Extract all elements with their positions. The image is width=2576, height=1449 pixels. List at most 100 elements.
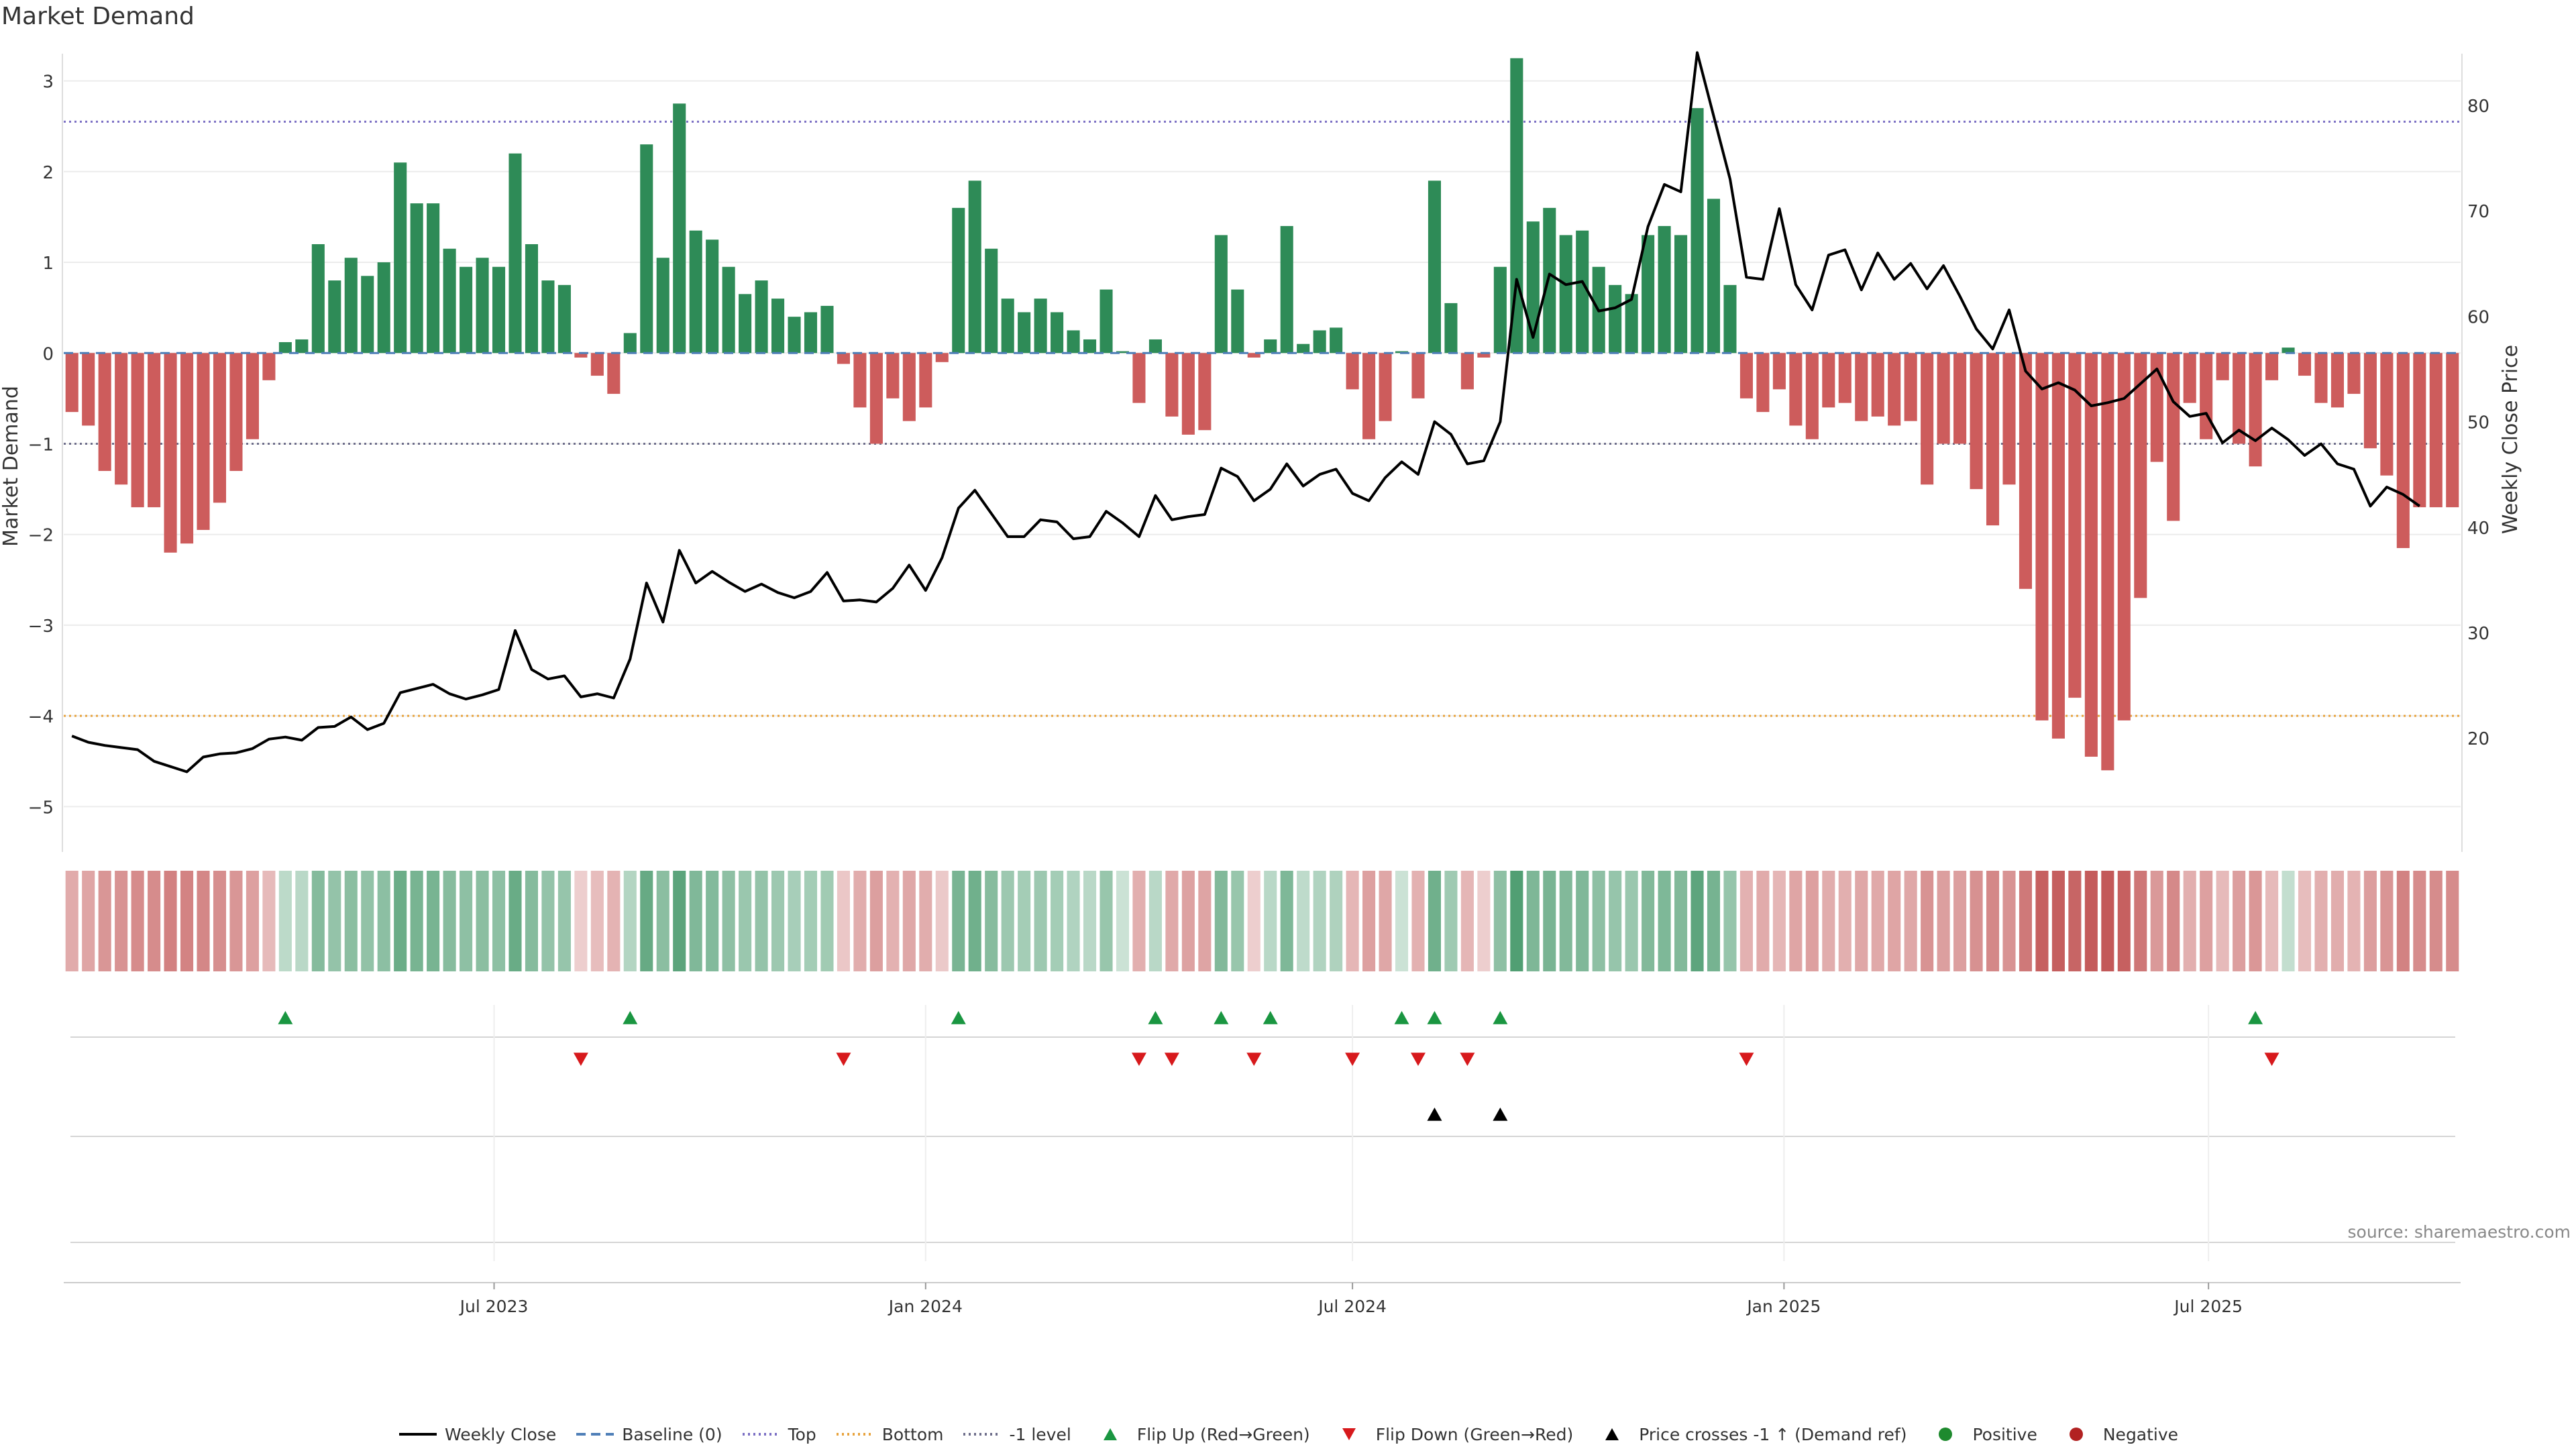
- demand-bar: [1493, 266, 1507, 354]
- heat-cell: [2249, 871, 2262, 971]
- heat-cell: [1313, 871, 1326, 971]
- legend: Weekly Close Baseline (0) Top Bottom -1 leve…: [0, 1421, 2576, 1448]
- flip-down-marker: [1131, 1053, 1146, 1066]
- heat-cell: [311, 871, 325, 971]
- flip-down-marker: [836, 1053, 851, 1066]
- heat-cell: [2183, 871, 2196, 971]
- heat-cell: [968, 871, 981, 971]
- heat-cell: [1937, 871, 1950, 971]
- demand-bar: [968, 180, 981, 354]
- source-note: source: sharemaestro.com: [2347, 1222, 2571, 1242]
- demand-bar: [229, 353, 243, 472]
- demand-bar: [2167, 353, 2180, 521]
- demand-bar: [2314, 353, 2328, 403]
- legend-label: Price crosses -1 ↑ (Demand ref): [1639, 1424, 1907, 1444]
- heat-cell: [394, 871, 407, 971]
- legend-symbol-triangle-up-black: [1592, 1426, 1632, 1442]
- demand-bar: [344, 258, 358, 354]
- heat-cell: [2282, 871, 2295, 971]
- heat-cell: [1772, 871, 1786, 971]
- demand-bar: [1264, 339, 1277, 354]
- demand-bar: [427, 203, 440, 354]
- demand-bar: [2117, 353, 2131, 720]
- demand-bar: [213, 353, 227, 503]
- demand-bar: [1148, 339, 1162, 354]
- flip-down-marker: [1460, 1053, 1475, 1066]
- demand-bar: [65, 353, 78, 413]
- demand-bar: [557, 284, 571, 354]
- heat-cell: [590, 871, 604, 971]
- demand-bar: [278, 342, 292, 354]
- legend-symbol-dot-green: [1925, 1426, 1966, 1442]
- demand-bar: [377, 262, 390, 354]
- demand-bar: [1346, 353, 1359, 390]
- heat-cell: [1674, 871, 1688, 971]
- demand-bar: [2200, 353, 2213, 439]
- chart-title: Market Demand: [1, 3, 195, 30]
- market-demand-chart: 3 2 1 0 −1 −2 −3 −4 −5 Market Demand 80 70 60 50 40 30…: [0, 51, 2522, 1316]
- heat-cell: [2330, 871, 2344, 971]
- demand-bar: [1822, 353, 1835, 408]
- heat-cell: [2200, 871, 2213, 971]
- heat-cell: [525, 871, 539, 971]
- legend-item: Top: [741, 1425, 816, 1444]
- legend-symbol-triangle-up-green: [1090, 1426, 1130, 1442]
- right-tick-label: 50: [2467, 413, 2489, 433]
- flip-down-marker: [1246, 1053, 1262, 1066]
- demand-bar: [853, 353, 867, 408]
- heat-cell: [246, 871, 259, 971]
- flip-down-marker: [1410, 1053, 1426, 1066]
- legend-label: Flip Up (Red→Green): [1136, 1424, 1310, 1444]
- demand-bar: [1116, 351, 1130, 354]
- price-cross-marker: [1427, 1108, 1442, 1121]
- heat-cell: [1953, 871, 1967, 971]
- left-tick-label: 2: [42, 163, 54, 183]
- heat-cell: [2084, 871, 2098, 971]
- x-tick-label: Jan 2025: [1746, 1297, 1821, 1316]
- heat-cell: [1214, 871, 1228, 971]
- demand-bar: [1067, 330, 1080, 354]
- heat-cell: [1280, 871, 1293, 971]
- heat-cell: [361, 871, 374, 971]
- demand-bar: [1739, 353, 1753, 398]
- demand-bar: [788, 317, 801, 354]
- heat-cell: [2265, 871, 2279, 971]
- demand-bar: [82, 353, 95, 426]
- heat-cell: [1067, 871, 1080, 971]
- heat-cell: [1297, 871, 1310, 971]
- heat-cell: [1083, 871, 1097, 971]
- demand-bar: [1198, 353, 1212, 431]
- heat-cell: [1231, 871, 1244, 971]
- x-tick-label: Jul 2025: [2173, 1297, 2243, 1316]
- heat-cell: [2446, 871, 2459, 971]
- right-tick-label: 60: [2467, 307, 2489, 327]
- demand-bar: [1280, 225, 1293, 354]
- demand-bar: [2216, 353, 2229, 380]
- demand-bar: [739, 294, 752, 354]
- legend-label: Negative: [2102, 1424, 2179, 1444]
- demand-bar: [902, 353, 916, 421]
- legend-symbol-dotted-gray: [962, 1426, 1002, 1442]
- demand-bar: [1937, 353, 1950, 444]
- heat-cell: [492, 871, 506, 971]
- heat-cell: [1625, 871, 1638, 971]
- demand-bar: [525, 244, 539, 354]
- demand-bar: [2429, 353, 2443, 508]
- heat-cell: [131, 871, 144, 971]
- demand-bar: [1674, 235, 1688, 354]
- left-tick-label: −3: [28, 616, 54, 637]
- legend-label: Weekly Close: [444, 1424, 557, 1444]
- heat-cell: [623, 871, 637, 971]
- flip-up-marker: [1394, 1011, 1409, 1024]
- demand-bar: [935, 353, 949, 362]
- heat-cell: [1526, 871, 1540, 971]
- demand-bar: [1625, 294, 1638, 354]
- heat-cell: [1116, 871, 1130, 971]
- legend-label: Baseline (0): [622, 1424, 722, 1444]
- demand-bar: [1379, 353, 1392, 421]
- left-tick-label: −5: [28, 798, 54, 818]
- demand-bar: [952, 207, 965, 354]
- heat-cell: [2396, 871, 2410, 971]
- demand-bar: [2380, 353, 2394, 476]
- demand-bar: [443, 248, 456, 354]
